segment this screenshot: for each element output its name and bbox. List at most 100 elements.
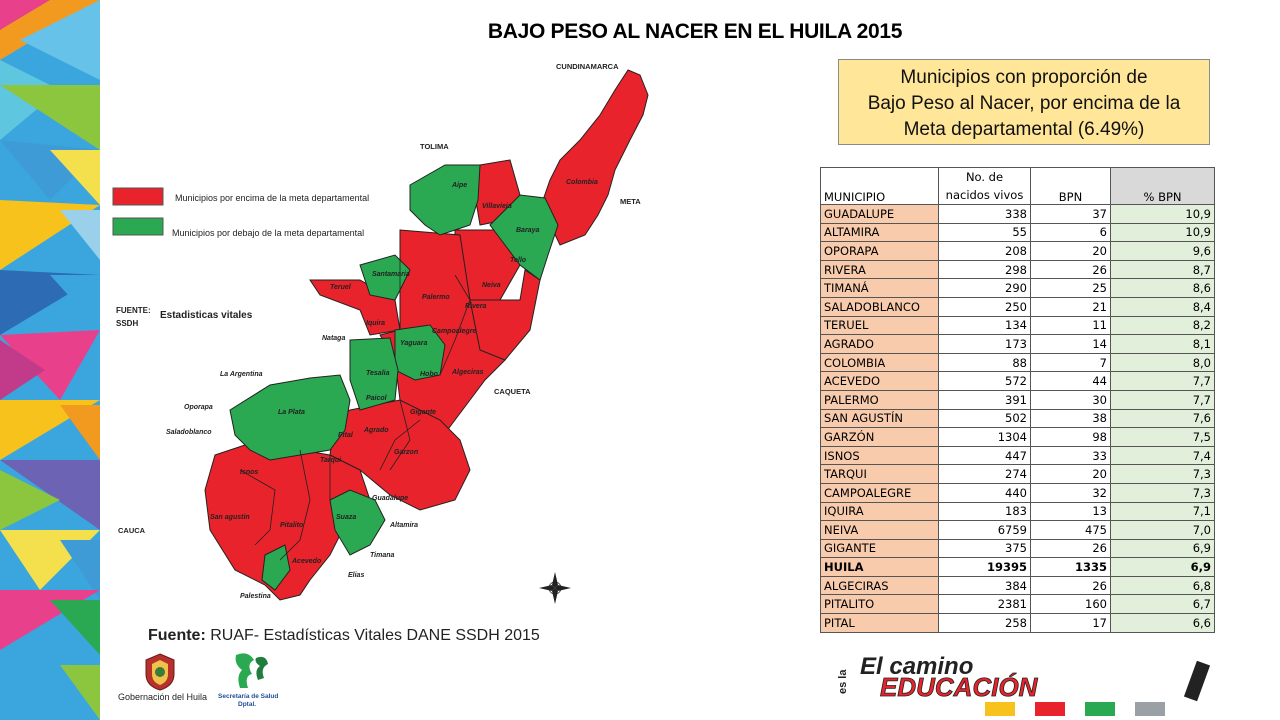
region-la-plata: [229, 374, 351, 461]
cell-pct: 6,7: [1110, 594, 1215, 615]
cell-pct: 7,7: [1110, 371, 1215, 391]
cell-pct: 10,9: [1110, 222, 1215, 243]
legend-swatch-above: [112, 187, 164, 206]
cell-pct: 9,6: [1110, 241, 1215, 261]
label-nataga: Nataga: [322, 335, 345, 342]
cell-bpn: 30: [1030, 389, 1111, 410]
label-hobo: Hobo: [420, 371, 439, 378]
label-gigante: Gigante: [410, 409, 436, 416]
cell-municipio: CAMPOALEGRE: [820, 482, 939, 503]
label-isnos: Isnos: [240, 469, 258, 476]
label-garzon: Garzon: [394, 449, 418, 456]
label-palermo: Palermo: [422, 294, 450, 301]
cell-nacidos: 173: [938, 334, 1031, 354]
huila-map: Municipios por encima de la meta departa…: [112, 62, 649, 604]
neighbor-caqueta: CAQUETA: [494, 387, 531, 396]
cell-nacidos: 391: [938, 389, 1031, 410]
label-tesalia: Tesalia: [366, 370, 390, 377]
label-baraya: Baraya: [516, 227, 539, 234]
cell-nacidos: 134: [938, 315, 1031, 336]
cell-bpn: 160: [1030, 594, 1111, 615]
cell-municipio: PITALITO: [820, 594, 939, 615]
cell-nacidos: 502: [938, 408, 1031, 429]
cell-bpn: 21: [1030, 296, 1111, 317]
label-algeciras: Algeciras: [451, 369, 484, 376]
source-note: Fuente: RUAF- Estadísticas Vitales DANE …: [148, 627, 540, 645]
label-la-argentina: La Argentina: [220, 371, 263, 378]
header-nacidos-2: nacidos vivos: [945, 188, 1024, 202]
cell-pct: 7,7: [1110, 389, 1215, 410]
cell-nacidos: 6759: [938, 520, 1031, 540]
info-box-line-2: Bajo Peso al Nacer, por encima de la: [867, 93, 1181, 114]
cell-bpn: 1335: [1030, 557, 1111, 577]
table-row: IQUIRA 183 13 7,1: [820, 501, 1215, 522]
cell-pct: 6,9: [1110, 538, 1215, 559]
cell-nacidos: 298: [938, 259, 1031, 280]
table-row: ALTAMIRA 55 6 10,9: [820, 222, 1215, 243]
cell-pct: 7,4: [1110, 445, 1215, 466]
table-row: NEIVA 6759 475 7,0: [820, 520, 1215, 540]
label-tello: Tello: [510, 257, 527, 264]
region-suaza: [329, 489, 386, 556]
table-row: RIVERA 298 26 8,7: [820, 259, 1215, 280]
cell-pct: 10,9: [1110, 204, 1215, 224]
table-row: GUADALUPE 338 37 10,9: [820, 204, 1215, 224]
label-elias: Elias: [348, 572, 364, 579]
cell-bpn: 20: [1030, 241, 1111, 261]
label-santamaria: Santamaria: [372, 271, 410, 278]
info-box: Municipios con proporción de Bajo Peso a…: [838, 59, 1210, 145]
cell-bpn: 26: [1030, 575, 1111, 596]
data-table: MUNICIPIO No. de nacidos vivos BPN % BPN…: [820, 167, 1215, 633]
cell-bpn: 20: [1030, 464, 1111, 484]
label-paicol: Paicol: [366, 395, 388, 402]
cell-bpn: 11: [1030, 315, 1111, 336]
table-row: PITAL 258 17 6,6: [820, 613, 1215, 633]
cell-nacidos: 384: [938, 575, 1031, 596]
cell-municipio: NEIVA: [820, 520, 939, 540]
table-row: PITALITO 2381 160 6,7: [820, 594, 1215, 615]
table-row: ACEVEDO 572 44 7,7: [820, 371, 1215, 391]
label-oporapa: Oporapa: [184, 404, 213, 411]
cell-pct: 8,1: [1110, 334, 1215, 354]
map-source-label-1: FUENTE:: [116, 306, 151, 315]
cell-nacidos: 55: [938, 222, 1031, 243]
region-colombia: [542, 69, 649, 246]
source-note-text: RUAF- Estadísticas Vitales DANE SSDH 201…: [205, 627, 540, 644]
cell-bpn: 25: [1030, 278, 1111, 298]
compass-rose-icon: [539, 572, 571, 604]
legend-label-above: Municipios por encima de la meta departa…: [175, 193, 369, 203]
educacion-logo: El camino es la EDUCACIÓN: [837, 653, 1211, 716]
label-iquira: Iquira: [366, 320, 385, 327]
cell-municipio: RIVERA: [820, 259, 939, 280]
cell-municipio: GIGANTE: [820, 538, 939, 559]
cell-municipio: SAN AGUSTÍN: [820, 408, 939, 429]
label-san-agustin: San agustin: [210, 514, 250, 521]
cell-nacidos: 274: [938, 464, 1031, 484]
label-teruel: Teruel: [330, 284, 352, 291]
cell-bpn: 38: [1030, 408, 1111, 429]
cell-municipio: IQUIRA: [820, 501, 939, 522]
cell-pct: 8,4: [1110, 296, 1215, 317]
label-suaza: Suaza: [336, 514, 356, 521]
table-row: TIMANÁ 290 25 8,6: [820, 278, 1215, 298]
neighbor-cauca: CAUCA: [118, 526, 146, 535]
cell-bpn: 17: [1030, 613, 1111, 633]
label-neiva: Neiva: [482, 282, 501, 289]
info-box-line-3: Meta departamental (6.49%): [903, 119, 1145, 140]
table-row: ALGECIRAS 384 26 6,8: [820, 575, 1215, 596]
table-row: COLOMBIA 88 7 8,0: [820, 352, 1215, 373]
cell-nacidos: 258: [938, 613, 1031, 633]
edu-text-2: es la: [837, 669, 849, 694]
cell-nacidos: 2381: [938, 594, 1031, 615]
cell-municipio: PALERMO: [820, 389, 939, 410]
gobernacion-seal-icon: [145, 653, 175, 691]
table-row: CAMPOALEGRE 440 32 7,3: [820, 482, 1215, 503]
edu-text-3: EDUCACIÓN: [880, 672, 1039, 702]
cell-municipio: GARZÓN: [820, 427, 939, 447]
label-aipe: Aipe: [451, 182, 467, 189]
header-nacidos-1: No. de: [965, 170, 1004, 184]
label-campoalegre: Campoalegre: [432, 328, 476, 335]
cell-municipio: ISNOS: [820, 445, 939, 466]
label-rivera: Rivera: [465, 303, 487, 310]
header-nacidos: No. de nacidos vivos: [938, 167, 1031, 205]
